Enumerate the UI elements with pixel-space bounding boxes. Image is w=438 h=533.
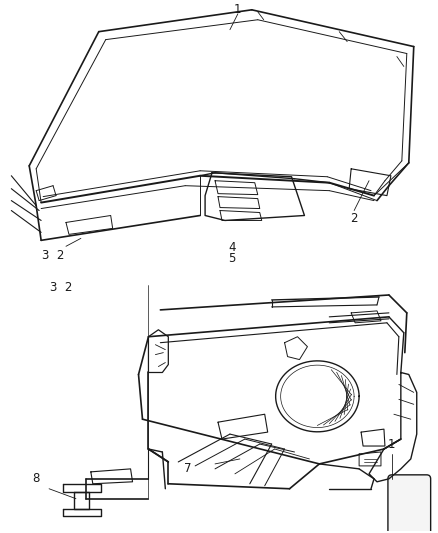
Text: 7: 7 bbox=[184, 463, 192, 475]
Text: 2: 2 bbox=[350, 212, 358, 225]
Text: 8: 8 bbox=[32, 472, 40, 486]
Text: 3  2: 3 2 bbox=[42, 249, 64, 262]
FancyBboxPatch shape bbox=[388, 475, 431, 533]
Text: 5: 5 bbox=[228, 252, 236, 265]
Text: 1: 1 bbox=[388, 438, 396, 450]
Text: 4: 4 bbox=[228, 241, 236, 254]
Text: 3  2: 3 2 bbox=[50, 280, 72, 294]
Text: 1: 1 bbox=[234, 3, 242, 17]
